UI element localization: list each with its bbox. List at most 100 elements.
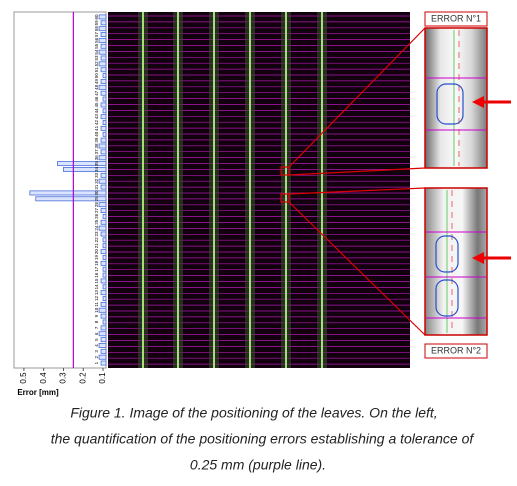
bar xyxy=(102,213,107,219)
bar xyxy=(98,37,107,43)
x-axis-label: Error [mm] xyxy=(17,388,59,397)
y-tick-label: 8 xyxy=(94,320,99,323)
y-tick-label: 27 xyxy=(94,208,99,214)
bar xyxy=(100,172,107,178)
bar xyxy=(102,96,107,102)
x-tick-label: 0.1 xyxy=(98,372,107,384)
bar xyxy=(100,55,107,61)
y-tick-label: 55 xyxy=(94,43,99,49)
inset-2 xyxy=(424,187,488,336)
y-tick-label: 5 xyxy=(94,338,99,341)
bar xyxy=(100,32,107,37)
bar xyxy=(98,61,107,67)
y-tick-label: 24 xyxy=(94,225,99,231)
bar xyxy=(100,260,107,266)
y-tick-label: 46 xyxy=(94,96,99,102)
y-tick-label: 36 xyxy=(94,155,99,161)
bar xyxy=(102,237,107,243)
bar xyxy=(102,319,107,325)
bar xyxy=(102,272,107,278)
y-tick-label: 13 xyxy=(94,290,99,296)
error-label: ERROR N°2 xyxy=(431,345,481,355)
y-tick-label: 31 xyxy=(94,184,99,190)
x-tick-label: 0.3 xyxy=(59,372,68,384)
bar xyxy=(100,301,107,307)
y-tick-label: 59 xyxy=(94,20,99,26)
y-tick-label: 35 xyxy=(94,161,99,167)
bar xyxy=(102,131,107,137)
y-tick-label: 19 xyxy=(94,254,99,260)
y-tick-label: 56 xyxy=(94,37,99,43)
bar xyxy=(100,313,107,319)
y-tick-label: 11 xyxy=(94,302,99,307)
bar xyxy=(102,266,107,272)
y-tick-label: 32 xyxy=(94,178,99,184)
bar xyxy=(100,249,107,255)
arrows xyxy=(472,96,511,264)
y-tick-label: 57 xyxy=(94,32,99,38)
bar xyxy=(100,102,107,108)
y-tick-label: 45 xyxy=(94,102,99,108)
y-tick-label: 50 xyxy=(94,73,99,79)
bar xyxy=(100,79,107,84)
bar xyxy=(100,90,107,96)
caption-line: Figure 1. Image of the positioning of th… xyxy=(70,405,437,421)
bar xyxy=(102,284,107,290)
bar xyxy=(98,343,107,348)
bar xyxy=(100,67,107,73)
bar xyxy=(98,84,107,90)
y-tick-label: 1 xyxy=(94,361,99,364)
bar xyxy=(98,155,107,161)
bar xyxy=(102,255,107,260)
y-tick-label: 51 xyxy=(94,67,99,73)
leaf-image xyxy=(108,12,410,368)
y-tick-label: 37 xyxy=(94,149,99,155)
y-tick-label: 4 xyxy=(94,344,99,347)
bar xyxy=(100,348,107,354)
label-box xyxy=(424,11,488,27)
bar xyxy=(100,325,107,331)
y-tick-label: 42 xyxy=(94,120,99,126)
y-tick-label: 15 xyxy=(94,278,99,284)
bar xyxy=(98,143,107,149)
x-tick-label: 0.2 xyxy=(78,372,87,384)
y-tick-label: 58 xyxy=(94,26,99,32)
bar xyxy=(100,208,107,213)
error-label: ERROR N°1 xyxy=(431,13,481,23)
y-tick-label: 47 xyxy=(94,90,99,96)
bar xyxy=(102,243,107,249)
y-tick-label: 16 xyxy=(94,272,99,278)
y-tick-label: 52 xyxy=(94,61,99,67)
bar xyxy=(100,43,107,49)
y-tick-label: 38 xyxy=(94,143,99,149)
y-tick-label: 40 xyxy=(94,131,99,137)
y-tick-label: 7 xyxy=(94,326,99,329)
y-tick-label: 2 xyxy=(94,355,99,358)
y-tick-label: 54 xyxy=(94,49,99,55)
bar xyxy=(102,108,107,114)
inset-1 xyxy=(424,27,488,169)
bar xyxy=(29,190,107,196)
bar xyxy=(98,225,107,231)
bar xyxy=(100,278,107,284)
bar xyxy=(100,231,107,237)
inset-marks xyxy=(426,30,486,333)
y-tick-label: 21 xyxy=(94,243,99,249)
y-tick-label: 17 xyxy=(94,266,99,272)
y-tick-label: 25 xyxy=(94,219,99,225)
bar xyxy=(100,20,107,26)
bar xyxy=(63,167,107,172)
bar xyxy=(98,307,107,313)
bar xyxy=(98,14,107,20)
bar xyxy=(100,137,107,143)
y-tick-label: 9 xyxy=(94,314,99,317)
y-tick-label: 49 xyxy=(94,78,99,84)
y-tick-label: 14 xyxy=(94,284,99,290)
chart-frame xyxy=(13,11,107,369)
y-tick-label: 26 xyxy=(94,213,99,219)
bar xyxy=(102,296,107,301)
bar xyxy=(98,49,107,55)
bar xyxy=(98,178,107,184)
bar xyxy=(98,331,107,337)
y-tick-label: 22 xyxy=(94,237,99,243)
